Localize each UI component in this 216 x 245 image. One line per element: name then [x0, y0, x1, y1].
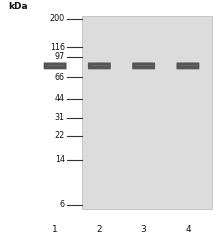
FancyBboxPatch shape: [176, 62, 199, 69]
Text: 2: 2: [97, 225, 102, 233]
Text: 1: 1: [52, 225, 58, 233]
FancyBboxPatch shape: [82, 16, 212, 209]
Text: 4: 4: [185, 225, 191, 233]
Text: 6: 6: [60, 200, 65, 209]
Text: 44: 44: [55, 95, 65, 103]
FancyBboxPatch shape: [88, 62, 111, 69]
FancyBboxPatch shape: [132, 62, 155, 69]
Text: 3: 3: [141, 225, 146, 233]
Text: 31: 31: [55, 113, 65, 122]
Text: kDa: kDa: [9, 2, 28, 11]
Text: 116: 116: [50, 43, 65, 52]
Text: 200: 200: [50, 14, 65, 23]
FancyBboxPatch shape: [44, 62, 67, 69]
Text: 66: 66: [55, 73, 65, 82]
Text: 14: 14: [55, 155, 65, 164]
Text: 22: 22: [55, 131, 65, 140]
Text: 97: 97: [55, 52, 65, 61]
